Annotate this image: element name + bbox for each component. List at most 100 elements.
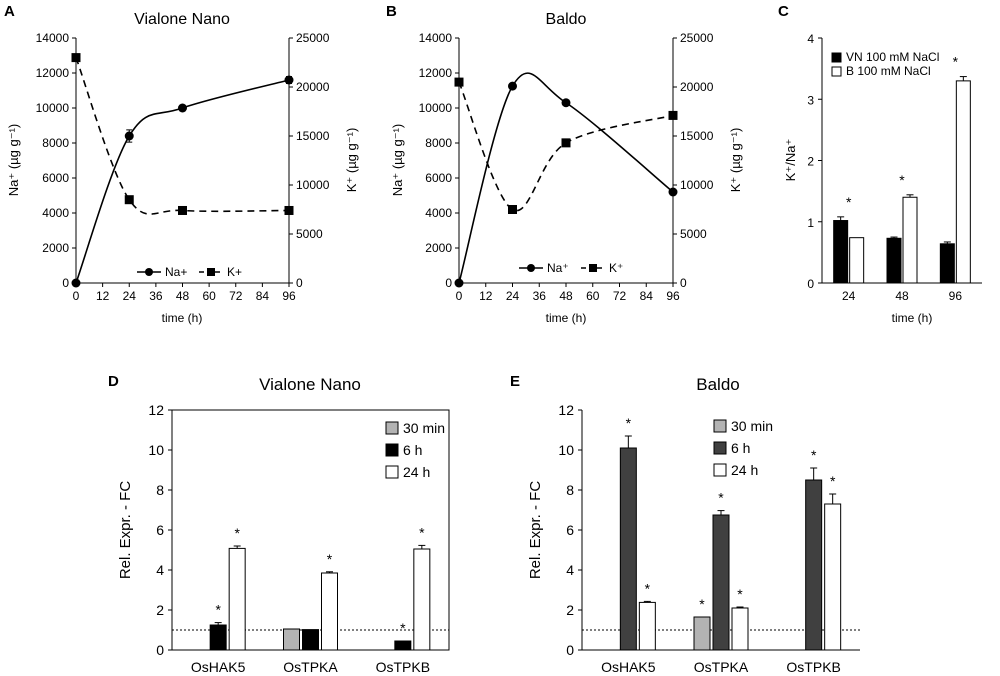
significance-star: *	[400, 620, 406, 636]
data-point	[454, 77, 464, 87]
y-axis-label: Rel. Expr. - FC	[527, 481, 544, 580]
panel-letter: A	[4, 3, 15, 20]
bar-vn-100-mm-nacl	[886, 237, 902, 284]
bar-30-min	[283, 628, 300, 651]
x-tick-label: 48	[176, 289, 190, 303]
panel-e: E Baldo Rel. Expr. - FC 0 2 4 6 8 10 12 OsHAK5 *…	[510, 373, 860, 675]
legend-label: 24 h	[403, 464, 430, 480]
data-point	[124, 195, 134, 205]
bar-6-h	[302, 629, 319, 651]
legend-swatch	[831, 52, 842, 63]
y-tick-label: 6	[566, 522, 574, 538]
x-tick-label: 48	[559, 289, 573, 303]
significance-star: *	[699, 596, 705, 612]
bar-6-h	[619, 447, 637, 651]
x-tick-label: 12	[479, 289, 493, 303]
x-tick-label: OsHAK5	[191, 659, 246, 675]
bar-b-100-mm-nacl	[849, 237, 865, 284]
legend-swatch	[385, 465, 399, 479]
x-tick-label: 60	[586, 289, 600, 303]
bar-vn-100-mm-nacl	[939, 243, 955, 284]
x-tick-label: 60	[202, 289, 216, 303]
legend-label: K⁺	[609, 261, 623, 275]
y-tick-label: 4	[807, 32, 814, 46]
y-right-tick-label: 20000	[680, 80, 714, 94]
significance-star: *	[811, 447, 817, 463]
legend-label: VN 100 mM NaCl	[846, 50, 939, 64]
significance-star: *	[718, 490, 724, 506]
y-left-tick-label: 6000	[42, 171, 69, 185]
x-tick-label: 84	[256, 289, 270, 303]
legend-label: 30 min	[731, 418, 773, 434]
y-right-axis-label: K⁺ (µg g⁻¹)	[728, 128, 743, 193]
chart-title: Baldo	[546, 11, 587, 28]
significance-star: *	[953, 54, 959, 70]
data-point	[668, 110, 678, 120]
y-left-tick-label: 4000	[425, 206, 452, 220]
x-tick-label: OsTPKA	[283, 659, 338, 675]
y-right-tick-label: 0	[680, 276, 687, 290]
legend-label: 6 h	[403, 442, 422, 458]
legend-swatch	[713, 441, 727, 455]
series-line-na	[458, 72, 674, 284]
y-left-tick-label: 2000	[42, 241, 69, 255]
legend-label: 6 h	[731, 440, 750, 456]
bar-24-h	[638, 601, 656, 651]
bar-6-h	[805, 479, 823, 651]
panel-letter: D	[108, 373, 119, 390]
panel-letter: E	[510, 373, 520, 390]
x-tick-label: 96	[666, 289, 680, 303]
y-tick-label: 8	[156, 482, 164, 498]
data-point	[71, 278, 81, 288]
y-tick-label: 2	[566, 602, 574, 618]
y-tick-label: 6	[156, 522, 164, 538]
y-left-tick-label: 10000	[36, 101, 70, 115]
x-tick-label: 72	[229, 289, 243, 303]
x-tick-label: OsTPKA	[694, 659, 749, 675]
bar-6-h	[394, 640, 412, 651]
significance-star: *	[234, 525, 240, 541]
x-tick-label: 48	[895, 289, 909, 303]
bar-6-h	[209, 624, 227, 651]
data-point	[508, 81, 517, 91]
legend-marker	[207, 268, 215, 276]
x-tick-label: 96	[949, 289, 963, 303]
data-point	[508, 205, 517, 214]
data-point	[454, 278, 464, 288]
significance-star: *	[846, 194, 852, 210]
legend-marker	[527, 264, 535, 272]
y-axis-label: Rel. Expr. - FC	[117, 481, 134, 580]
data-point	[668, 187, 678, 197]
y-right-tick-label: 25000	[296, 31, 330, 45]
y-tick-label: 0	[566, 642, 574, 658]
x-tick-label: 24	[506, 289, 520, 303]
x-tick-label: 36	[533, 289, 547, 303]
significance-star: *	[830, 473, 836, 489]
bar-b-100-mm-nacl	[902, 196, 918, 284]
bar-vn-100-mm-nacl	[833, 220, 849, 284]
significance-star: *	[215, 602, 221, 618]
significance-star: *	[645, 580, 651, 596]
legend-swatch	[385, 421, 399, 435]
y-right-tick-label: 15000	[680, 129, 714, 143]
chart-title: Vialone Nano	[134, 11, 230, 28]
x-tick-label: OsHAK5	[601, 659, 656, 675]
data-point	[284, 75, 294, 85]
series-line-k	[75, 57, 290, 215]
y-tick-label: 10	[148, 442, 164, 458]
bar-24-h	[413, 548, 431, 651]
y-left-tick-label: 8000	[42, 136, 69, 150]
y-left-tick-label: 12000	[36, 66, 70, 80]
bar-6-h	[712, 514, 730, 651]
x-axis-label: time (h)	[892, 311, 933, 325]
y-tick-label: 3	[807, 93, 814, 107]
data-point	[178, 103, 187, 113]
legend-swatch	[713, 419, 727, 433]
panel-c: C K⁺/Na⁺ time (h) 0 1 2 3 4 24 * 48 * 96 * VN 100 m…	[778, 3, 982, 325]
data-point	[561, 138, 571, 148]
x-tick-label: 36	[149, 289, 163, 303]
data-point	[71, 53, 81, 63]
x-tick-label: 24	[842, 289, 856, 303]
bar-24-h	[824, 503, 842, 651]
